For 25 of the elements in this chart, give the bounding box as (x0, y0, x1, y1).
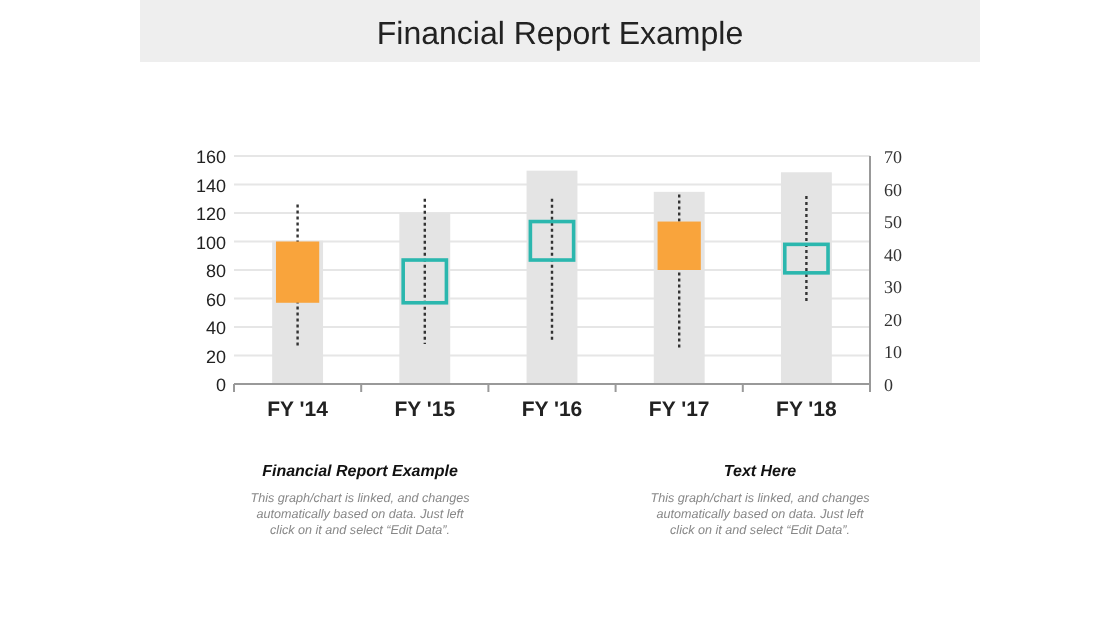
y2-tick-label: 70 (884, 147, 903, 167)
x-tick-label: FY '16 (521, 398, 583, 422)
y-tick-label: 160 (195, 147, 226, 167)
y2-tick-label: 30 (884, 277, 903, 298)
y2-tick-label: 10 (884, 342, 903, 363)
text: Financial Report Example (262, 462, 459, 480)
y-tick-label: 140 (195, 175, 226, 196)
y2-tick-label: 60 (884, 179, 903, 200)
y-tick-label: 0 (215, 375, 226, 395)
y-tick-label: 100 (195, 232, 226, 253)
text: Text Here (723, 462, 798, 480)
y2-tick-label: 50 (884, 212, 903, 233)
x-tick-label: FY '18 (776, 398, 838, 422)
chart-title: Financial Report Example (376, 18, 744, 52)
y-tick-label: 120 (195, 204, 226, 224)
x-tick-label: FY '17 (648, 398, 710, 422)
y2-tick-label: 20 (884, 309, 903, 330)
y-tick-label: 20 (205, 346, 226, 367)
y2-tick-label: 0 (884, 375, 894, 395)
y-tick-label: 60 (205, 289, 226, 310)
y-tick-label: 40 (205, 318, 226, 338)
x-tick-label: FY '14 (267, 398, 329, 422)
y2-tick-label: 40 (884, 244, 903, 265)
x-tick-label: FY '15 (394, 398, 456, 422)
y-tick-label: 80 (205, 261, 226, 281)
